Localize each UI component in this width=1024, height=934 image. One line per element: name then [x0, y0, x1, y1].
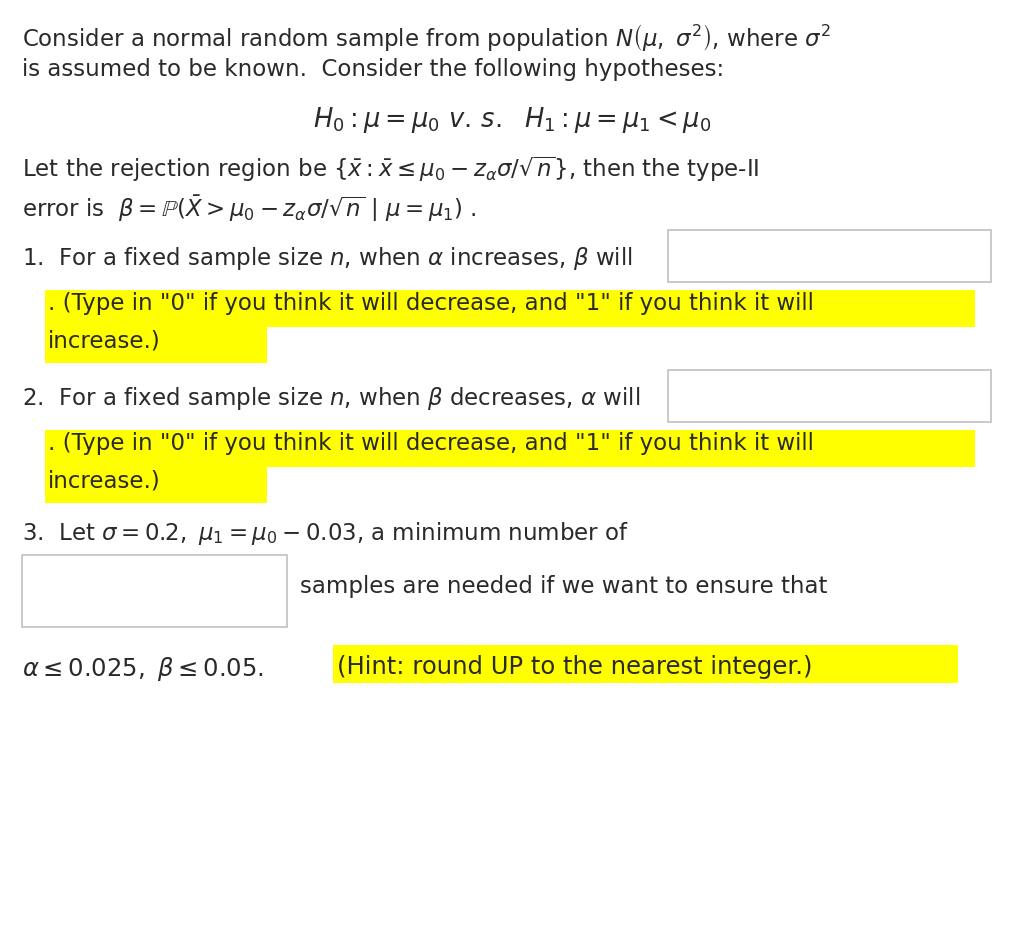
- Bar: [333, 645, 958, 683]
- Bar: [45, 327, 267, 363]
- Text: (Hint: round UP to the nearest integer.): (Hint: round UP to the nearest integer.): [337, 655, 812, 679]
- Bar: [22, 555, 287, 627]
- Text: . (Type in "0" if you think it will decrease, and "1" if you think it will: . (Type in "0" if you think it will decr…: [48, 292, 814, 315]
- Text: 3.  Let $\sigma = 0.2,\ \mu_1 = \mu_0 - 0.03$, a minimum number of: 3. Let $\sigma = 0.2,\ \mu_1 = \mu_0 - 0…: [22, 520, 629, 547]
- Bar: [45, 467, 267, 503]
- Bar: [45, 430, 975, 467]
- Bar: [668, 370, 991, 422]
- Text: $\alpha \leq 0.025,\ \beta \leq 0.05$.: $\alpha \leq 0.025,\ \beta \leq 0.05$.: [22, 655, 274, 683]
- Text: 1.  For a fixed sample size $n$, when $\alpha$ increases, $\beta$ will: 1. For a fixed sample size $n$, when $\a…: [22, 245, 633, 272]
- Text: increase.): increase.): [48, 329, 161, 352]
- Text: increase.): increase.): [48, 469, 161, 492]
- Text: is assumed to be known.  Consider the following hypotheses:: is assumed to be known. Consider the fol…: [22, 58, 724, 81]
- Text: 2.  For a fixed sample size $n$, when $\beta$ decreases, $\alpha$ will: 2. For a fixed sample size $n$, when $\b…: [22, 385, 640, 412]
- Bar: [45, 290, 975, 327]
- Text: Consider a normal random sample from population $N\left(\mu,\ \sigma^2\right)$, : Consider a normal random sample from pop…: [22, 22, 830, 53]
- Text: error is  $\beta = \mathbb{P}(\bar{X} > \mu_0 - z_\alpha\sigma/\sqrt{n}\ |\ \mu : error is $\beta = \mathbb{P}(\bar{X} > \…: [22, 193, 477, 223]
- Text: samples are needed if we want to ensure that: samples are needed if we want to ensure …: [300, 575, 827, 598]
- Text: $H_0 : \mu = \mu_0\ v.\,s.\ \ H_1 : \mu = \mu_1 < \mu_0$: $H_0 : \mu = \mu_0\ v.\,s.\ \ H_1 : \mu …: [313, 105, 711, 135]
- Bar: [668, 230, 991, 282]
- Text: Let the rejection region be $\{\bar{x} : \bar{x} \leq \mu_0 - z_\alpha\sigma/\sq: Let the rejection region be $\{\bar{x} :…: [22, 155, 759, 184]
- Text: . (Type in "0" if you think it will decrease, and "1" if you think it will: . (Type in "0" if you think it will decr…: [48, 432, 814, 455]
